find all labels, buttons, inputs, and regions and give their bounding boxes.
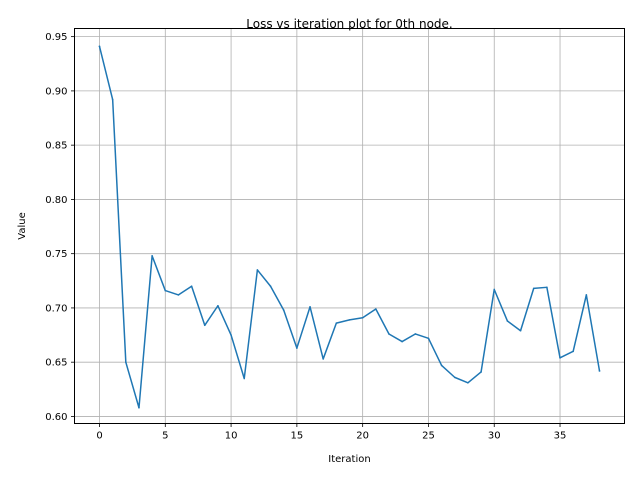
data-point [138, 406, 140, 409]
data-point [230, 334, 232, 336]
plot-frame [74, 28, 625, 424]
data-point [361, 316, 364, 319]
data-point [322, 358, 324, 360]
grid-lines [74, 28, 625, 424]
data-point [243, 377, 246, 380]
data-point [375, 308, 377, 310]
data-point [453, 376, 456, 379]
data-point [572, 350, 574, 353]
x-axis-ticks: 0 5 10 15 20 25 30 35 [96, 423, 567, 442]
series-layer [98, 45, 601, 409]
data-point [309, 306, 311, 308]
y-axis-ticks: 0.60 0.65 0.70 0.75 0.80 0.85 0.90 0.95 [45, 32, 75, 423]
x-axis-label: Iteration [328, 454, 370, 465]
data-point [585, 294, 588, 296]
data-point [519, 329, 522, 332]
data-point [440, 364, 443, 367]
data-point [151, 255, 153, 257]
data-point [546, 286, 548, 289]
data-point [98, 45, 101, 48]
x-tick-label: 15 [291, 431, 304, 442]
data-point [401, 340, 403, 343]
data-point [414, 333, 417, 335]
data-point [388, 333, 390, 335]
data-point [532, 287, 535, 290]
data-point [335, 322, 338, 324]
data-point [111, 98, 114, 101]
data-point [256, 269, 259, 271]
x-tick-label: 30 [488, 431, 501, 442]
data-point [217, 304, 219, 307]
x-tick-label: 10 [225, 431, 238, 442]
data-point [282, 309, 285, 311]
y-tick-label: 0.85 [45, 141, 67, 152]
loss-series-line [98, 45, 601, 409]
y-tick-label: 0.70 [45, 303, 67, 314]
data-point [493, 288, 496, 291]
data-point [125, 361, 127, 363]
x-tick-label: 20 [356, 431, 369, 442]
x-tick-label: 5 [162, 431, 168, 442]
data-point [177, 294, 180, 296]
y-tick-label: 0.80 [45, 195, 67, 206]
x-tick-label: 35 [554, 431, 567, 442]
data-point [467, 382, 469, 384]
data-point [506, 320, 509, 322]
y-tick-label: 0.75 [45, 249, 67, 260]
y-tick-label: 0.90 [45, 86, 67, 97]
data-point [480, 371, 482, 373]
data-point [296, 347, 298, 349]
x-tick-label: 0 [96, 431, 102, 442]
data-point [164, 289, 167, 292]
data-point [269, 285, 272, 288]
data-point [598, 370, 601, 372]
chart-title: Loss vs iteration plot for 0th node. [246, 17, 452, 31]
data-point [190, 285, 193, 288]
data-point [203, 324, 206, 327]
y-tick-label: 0.95 [45, 32, 67, 43]
data-point [559, 357, 561, 359]
data-point [427, 337, 430, 340]
x-tick-label: 25 [422, 431, 435, 442]
y-tick-label: 0.65 [45, 358, 67, 369]
y-axis-label: Value [17, 212, 28, 239]
y-tick-label: 0.60 [45, 412, 67, 423]
data-point [348, 319, 351, 321]
